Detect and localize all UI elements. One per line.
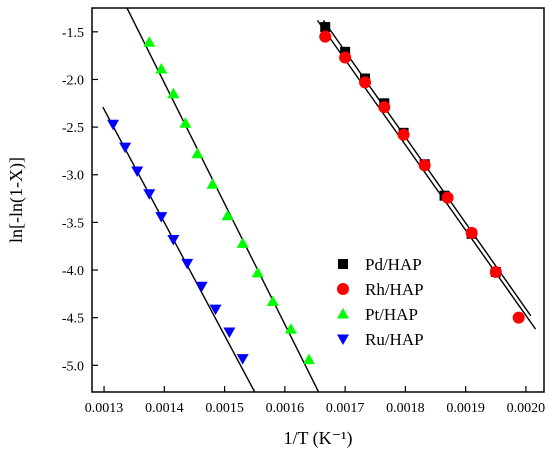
legend-label-rh-hap: Rh/HAP: [365, 280, 424, 299]
y-tick-label: -4.5: [62, 312, 84, 327]
point-rh-hap: [378, 101, 391, 114]
point-pt-hap: [266, 295, 279, 306]
y-tick-label: -2.5: [62, 121, 84, 136]
plot-frame: [91, 7, 545, 393]
point-pt-hap: [236, 237, 249, 248]
point-rh-hap: [339, 51, 352, 64]
point-pt-hap: [206, 178, 219, 189]
y-axis-title: ln[-ln(1-X)]: [6, 157, 27, 243]
point-ru-hap: [155, 212, 168, 223]
point-pt-hap: [179, 117, 192, 128]
x-tick-label: 0.0017: [326, 401, 365, 416]
point-rh-hap: [418, 159, 431, 172]
x-tick-label: 0.0019: [446, 401, 485, 416]
legend-marker-ru-hap: [337, 334, 349, 345]
point-ru-hap: [119, 142, 132, 154]
point-ru-hap: [167, 235, 180, 246]
point-ru-hap: [223, 327, 236, 338]
data-markers: [107, 22, 525, 365]
x-axis: 0.0013 0.0014 0.0015 0.0016 0.0017 0.0018 0.00…: [85, 386, 545, 416]
point-rh-hap: [397, 128, 410, 141]
y-axis: -5.0 -4.5 -4.0 -3.5 -3.0 -2.5 -2.0 -1.5: [62, 26, 98, 374]
x-tick-label: 0.0015: [205, 401, 244, 416]
point-pt-hap: [221, 209, 234, 221]
legend-label-pd-hap: Pd/HAP: [365, 255, 422, 274]
legend-marker-rh-hap: [337, 283, 349, 295]
x-tick-label: 0.0014: [145, 401, 184, 416]
legend-label-pt-hap: Pt/HAP: [365, 305, 418, 324]
y-tick-label: -4.0: [62, 264, 84, 279]
fit-lines: [102, 7, 537, 393]
point-pt-hap: [284, 323, 297, 334]
x-tick-label: 0.0018: [386, 401, 425, 416]
legend: Pd/HAP Rh/HAP Pt/HAP Ru/HAP: [337, 255, 424, 349]
legend-marker-pt-hap: [337, 308, 349, 319]
y-tick-label: -2.0: [62, 73, 84, 88]
legend-label-ru-hap: Ru/HAP: [365, 330, 424, 349]
point-ru-hap: [195, 281, 208, 293]
point-rh-hap: [359, 76, 372, 89]
fit-line-pt-hap: [126, 7, 320, 393]
point-ru-hap: [209, 304, 222, 316]
x-tick-label: 0.0016: [266, 401, 305, 416]
point-pt-hap: [302, 353, 315, 365]
point-ru-hap: [236, 354, 249, 365]
y-tick-label: -3.5: [62, 216, 84, 231]
point-rh-hap: [441, 191, 454, 204]
fit-line-ru-hap: [102, 106, 256, 393]
fit-line-rh-hap: [316, 19, 537, 330]
y-tick-label: -3.0: [62, 169, 84, 184]
point-rh-hap: [319, 30, 332, 43]
legend-marker-pd-hap: [338, 259, 348, 269]
x-tick-label: 0.0020: [507, 401, 546, 416]
point-rh-hap: [489, 265, 502, 278]
x-axis-title: 1/T (K⁻¹): [283, 428, 352, 449]
point-pt-hap: [167, 87, 180, 99]
point-pt-hap: [155, 62, 168, 74]
point-ru-hap: [131, 166, 144, 177]
point-pd-hap: [320, 22, 331, 33]
point-pt-hap: [251, 266, 264, 278]
y-tick-label: -5.0: [62, 359, 84, 374]
point-rh-hap: [512, 311, 525, 324]
y-tick-label: -1.5: [62, 26, 84, 41]
point-ru-hap: [181, 258, 194, 270]
x-tick-label: 0.0013: [85, 401, 124, 416]
point-ru-hap: [107, 119, 120, 131]
point-pt-hap: [143, 36, 156, 47]
point-ru-hap: [143, 189, 156, 200]
point-rh-hap: [465, 226, 478, 239]
point-pt-hap: [191, 147, 204, 159]
